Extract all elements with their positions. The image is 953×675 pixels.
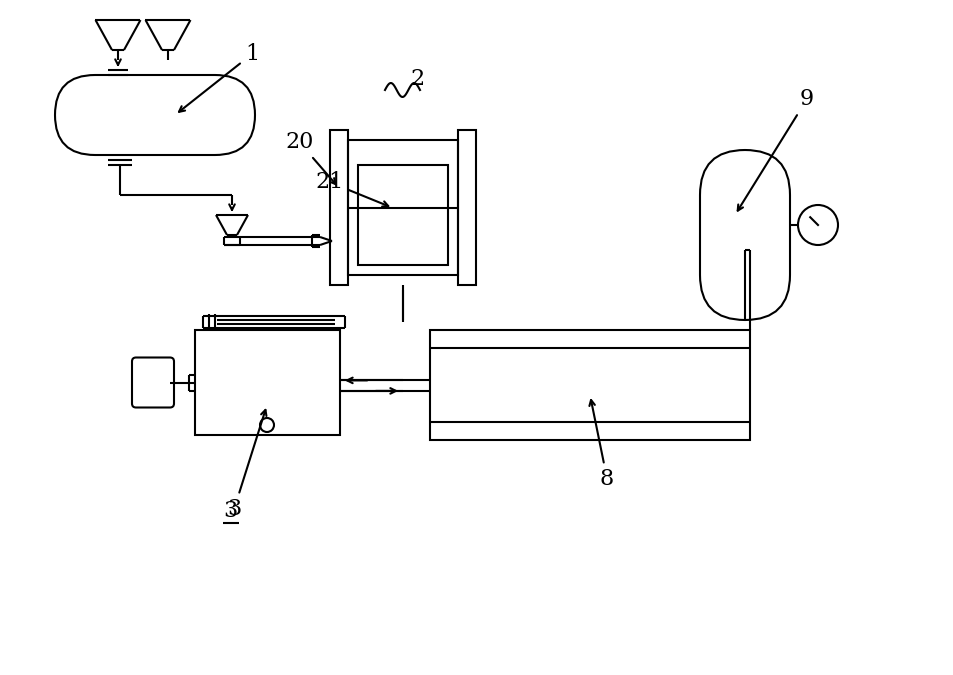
Bar [357,165,448,265]
Bar [194,330,339,435]
Text: 3: 3 [223,500,237,522]
Text: 20: 20 [285,131,335,184]
Bar [330,130,348,285]
Text: 3: 3 [227,410,266,520]
Text: 2: 2 [410,68,424,90]
Text: 1: 1 [179,43,259,112]
Text: 9: 9 [737,88,813,211]
Bar [348,140,457,275]
Text: 21: 21 [314,171,388,207]
Bar [430,330,749,440]
Bar [457,130,476,285]
Text: 8: 8 [589,400,614,490]
